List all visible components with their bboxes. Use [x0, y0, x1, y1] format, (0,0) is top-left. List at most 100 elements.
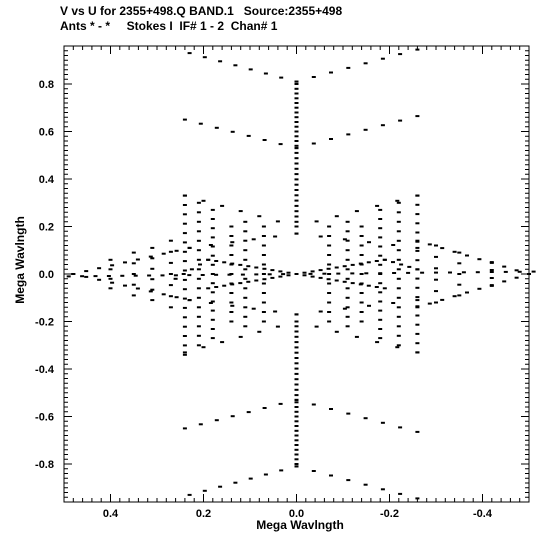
uv-point [294, 415, 299, 418]
uv-point [210, 254, 215, 257]
uv-point [345, 258, 350, 261]
uv-point [294, 167, 299, 170]
uv-point [131, 294, 136, 297]
uv-point [66, 275, 71, 278]
uv-point [396, 287, 401, 290]
uv-point [396, 258, 401, 261]
uv-point [396, 306, 401, 309]
uv-point [415, 497, 420, 500]
uv-point [420, 271, 425, 274]
uv-point [294, 357, 299, 359]
uv-point [359, 263, 364, 266]
uv-point [378, 328, 383, 330]
uv-point [243, 239, 248, 242]
uv-point [196, 296, 201, 299]
uv-point [374, 286, 379, 288]
uv-point [174, 296, 179, 299]
uv-point [427, 302, 432, 305]
uv-point [294, 341, 299, 344]
uv-point [168, 250, 173, 253]
y-tick-label: -0.8 [35, 459, 54, 471]
uv-point [84, 270, 89, 273]
uv-point [475, 271, 480, 274]
uv-point [182, 325, 187, 328]
uv-point [150, 246, 155, 249]
uv-point [346, 66, 351, 69]
uv-point [206, 287, 211, 290]
uv-point [378, 273, 383, 275]
uv-point [187, 246, 192, 249]
uv-point [150, 299, 155, 302]
uv-point [415, 222, 420, 225]
uv-point [294, 162, 299, 165]
uv-point [275, 220, 280, 223]
x-tick-label: 0.2 [196, 508, 211, 520]
uv-point [367, 241, 371, 244]
uv-point [363, 128, 368, 131]
uv-point [120, 274, 125, 277]
uv-point [345, 239, 350, 242]
uv-point [396, 239, 401, 242]
uv-point [182, 250, 187, 253]
uv-point [359, 273, 364, 275]
uv-point [503, 270, 508, 273]
uv-point [407, 265, 412, 268]
uv-point [110, 281, 115, 284]
uv-point [327, 292, 332, 294]
y-tick-label: 0.2 [39, 222, 54, 234]
uv-point [294, 140, 299, 142]
uv-point [395, 199, 400, 202]
uv-point [229, 235, 234, 237]
uv-point [415, 246, 420, 249]
uv-point [131, 262, 136, 265]
uv-point [311, 403, 316, 406]
y-tick-label: 0.4 [39, 174, 55, 186]
uv-point [334, 279, 339, 282]
uv-point [243, 296, 248, 299]
uv-point [396, 268, 401, 271]
uv-point [378, 227, 383, 230]
uv-point [238, 335, 243, 338]
uv-point [465, 291, 469, 294]
uv-point [201, 199, 206, 202]
uv-point [275, 325, 280, 328]
uv-point [294, 425, 299, 427]
uv-point [248, 68, 253, 71]
uv-point [270, 269, 275, 272]
uv-point [434, 301, 438, 304]
uv-point [310, 270, 315, 273]
uv-point [294, 92, 299, 95]
uv-point [415, 430, 420, 433]
uv-point [415, 351, 420, 354]
uv-point [294, 394, 299, 397]
uv-point [229, 301, 234, 304]
uv-point [415, 299, 420, 302]
uv-point [251, 238, 256, 241]
uv-point [342, 238, 347, 241]
uv-point [294, 106, 299, 109]
uv-point [378, 236, 383, 239]
uv-point [336, 272, 341, 275]
uv-point [342, 280, 347, 283]
uv-point [200, 274, 205, 276]
uv-point [182, 269, 187, 272]
uv-point [108, 258, 113, 261]
uv-point [110, 264, 115, 267]
uv-point [131, 283, 136, 286]
uv-point [243, 249, 248, 252]
uv-point [318, 235, 323, 238]
uv-point [294, 335, 299, 338]
uv-point [398, 119, 403, 122]
uv-point [150, 288, 155, 291]
uv-point [198, 122, 203, 125]
uv-point [345, 325, 350, 328]
uv-point [196, 220, 201, 223]
uv-point [461, 271, 466, 274]
uv-point [294, 434, 299, 437]
uv-point [182, 213, 187, 216]
uv-point [329, 71, 333, 74]
uv-point [327, 320, 332, 323]
uv-point [334, 215, 339, 218]
uv-point [345, 306, 350, 309]
uv-point [415, 314, 420, 317]
